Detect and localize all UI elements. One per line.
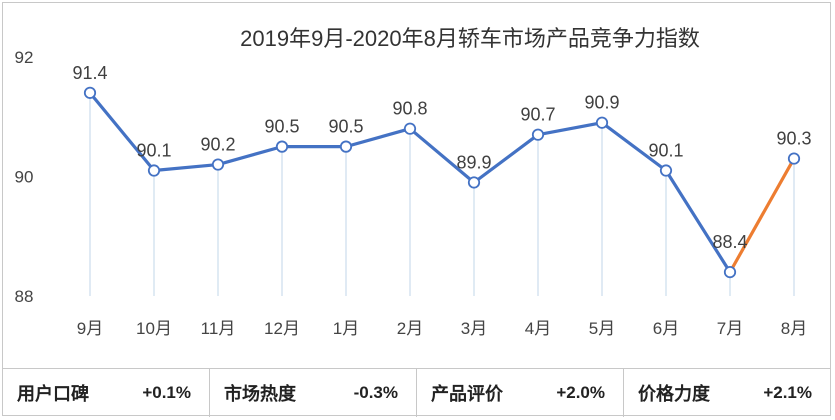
data-label: 90.2 [200, 135, 235, 155]
y-tick-label: 92 [15, 48, 34, 67]
x-axis: 9月 10月 11月 12月 1月 2月 3月 4月 5月 6月 7月 8月 [77, 319, 807, 338]
data-point [147, 164, 161, 177]
metric-user-reputation: 用户口碑 +0.1% [3, 369, 210, 417]
data-point [211, 158, 225, 171]
data-point [275, 140, 289, 153]
data-point [467, 176, 481, 189]
series-segment [88, 91, 156, 173]
series-segment [408, 127, 476, 185]
x-tick-label: 5月 [589, 319, 615, 338]
data-point [659, 164, 673, 177]
metric-value: -0.3% [353, 383, 398, 402]
data-label: 89.9 [456, 152, 491, 172]
x-tick-label: 9月 [77, 319, 103, 338]
x-tick-label: 1月 [333, 319, 359, 338]
x-tick-label: 8月 [781, 319, 807, 338]
line-chart: 2019年9月-2020年8月轿车市场产品竞争力指数 88 90 92 91.4 90… [15, 26, 812, 338]
x-tick-label: 11月 [201, 319, 236, 338]
data-point [403, 122, 417, 135]
data-point [531, 128, 545, 141]
y-axis: 88 90 92 [15, 48, 34, 306]
data-point [595, 116, 609, 129]
data-label: 88.4 [712, 232, 747, 252]
metric-value: +2.1% [763, 383, 812, 402]
metrics-footer: 用户口碑 +0.1% 市场热度 -0.3% 产品评价 +2.0% 价格力度 +2… [3, 368, 830, 417]
metric-label: 产品评价 [431, 384, 503, 404]
metric-market-heat: 市场热度 -0.3% [210, 369, 417, 417]
data-label: 90.5 [328, 117, 363, 137]
series-segment [664, 168, 732, 274]
x-tick-label: 4月 [525, 319, 551, 338]
data-label: 90.1 [136, 141, 171, 161]
y-tick-label: 88 [15, 287, 34, 306]
data-labels: 91.4 90.1 90.2 90.5 90.5 90.8 89.9 90.7 90.9 90.1… [72, 63, 811, 252]
x-tick-label: 12月 [264, 319, 300, 338]
metric-label: 用户口碑 [17, 384, 89, 404]
metric-value: +2.0% [556, 383, 605, 402]
series-segment [152, 162, 220, 173]
data-label: 90.8 [392, 99, 427, 119]
data-label: 90.5 [264, 117, 299, 137]
metric-product-rating: 产品评价 +2.0% [417, 369, 624, 417]
series-segment [472, 133, 540, 185]
data-point [83, 86, 97, 99]
x-tick-label: 3月 [461, 319, 487, 338]
series-segment [216, 145, 284, 167]
data-label: 90.7 [520, 105, 555, 125]
data-label: 90.3 [776, 129, 811, 149]
x-tick-label: 7月 [717, 319, 743, 338]
series-segment [600, 121, 668, 173]
data-point [787, 152, 801, 165]
data-point [339, 140, 353, 153]
chart-title: 2019年9月-2020年8月轿车市场产品竞争力指数 [240, 26, 700, 51]
metric-label: 市场热度 [224, 384, 296, 404]
metric-value: +0.1% [142, 383, 191, 402]
data-label: 90.9 [584, 93, 619, 113]
x-tick-label: 10月 [136, 319, 172, 338]
x-tick-label: 6月 [653, 319, 679, 338]
series-segment [344, 127, 412, 149]
series-segment-highlight [728, 156, 796, 274]
data-points [83, 86, 801, 279]
series-line [88, 91, 796, 274]
x-tick-label: 2月 [397, 319, 423, 338]
series-segment [536, 121, 604, 137]
metric-label: 价格力度 [638, 384, 710, 404]
metric-price-strength: 价格力度 +2.1% [624, 369, 830, 417]
y-tick-label: 90 [15, 168, 34, 187]
drop-lines [89, 98, 795, 296]
data-point [723, 265, 737, 279]
data-label: 91.4 [72, 63, 107, 83]
data-label: 90.1 [648, 141, 683, 161]
